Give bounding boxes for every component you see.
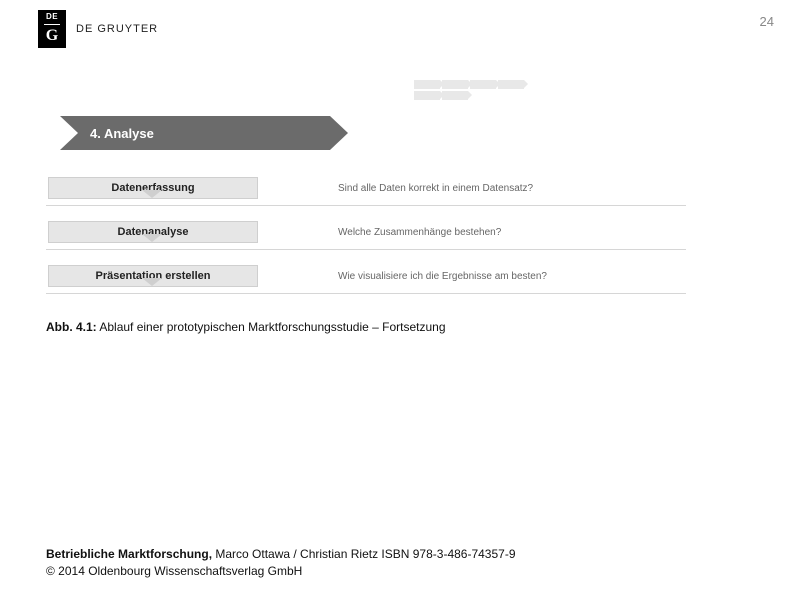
footer-copyright: © 2014 Oldenbourg Wissenschaftsverlag Gm… <box>46 563 516 580</box>
mini-progress-row-2 <box>414 91 470 100</box>
mini-step <box>442 91 468 100</box>
mini-step <box>498 80 524 89</box>
main-phase-arrow: 4. Analyse <box>78 116 348 150</box>
logo-de: DE <box>46 13 58 22</box>
divider-line <box>46 249 686 250</box>
arrow-head-icon <box>330 116 348 150</box>
publisher-logo: DE G <box>38 10 66 48</box>
mini-step <box>442 80 468 89</box>
divider-line <box>46 205 686 206</box>
footer-title: Betriebliche Marktforschung, <box>46 547 212 561</box>
chevron-down-icon <box>142 278 162 286</box>
divider-line <box>46 293 686 294</box>
chevron-down-icon <box>142 234 162 242</box>
figure-caption: Abb. 4.1: Ablauf einer prototypischen Ma… <box>46 320 446 334</box>
publisher-header: DE G DE GRUYTER <box>38 10 158 48</box>
substep-row: Präsentation erstellen Wie visualisiere … <box>46 254 746 298</box>
substep-row: Datenerfassung Sind alle Daten korrekt i… <box>46 166 746 210</box>
caption-label: Abb. 4.1: <box>46 320 97 334</box>
mini-step <box>470 80 496 89</box>
footer-rest: Marco Ottawa / Christian Rietz ISBN 978-… <box>212 547 515 561</box>
logo-g: G <box>46 27 58 45</box>
substep-question: Sind alle Daten korrekt in einem Datensa… <box>338 183 533 194</box>
footer: Betriebliche Marktforschung, Marco Ottaw… <box>46 546 516 580</box>
footer-line-1: Betriebliche Marktforschung, Marco Ottaw… <box>46 546 516 563</box>
mini-step <box>414 80 440 89</box>
substep-question: Welche Zusammenhänge bestehen? <box>338 227 501 238</box>
page-number: 24 <box>760 14 774 29</box>
phase-label: 4. Analyse <box>60 116 330 150</box>
substep-row: Datenanalyse Welche Zusammenhänge besteh… <box>46 210 746 254</box>
substeps-container: Datenerfassung Sind alle Daten korrekt i… <box>46 166 746 298</box>
logo-divider <box>44 24 60 25</box>
chevron-down-icon <box>142 190 162 198</box>
mini-step-active <box>414 91 440 100</box>
publisher-name: DE GRUYTER <box>76 23 158 35</box>
mini-progress-row-1 <box>414 80 526 89</box>
caption-text: Ablauf einer prototypischen Marktforschu… <box>97 320 446 334</box>
substep-question: Wie visualisiere ich die Ergebnisse am b… <box>338 271 547 282</box>
